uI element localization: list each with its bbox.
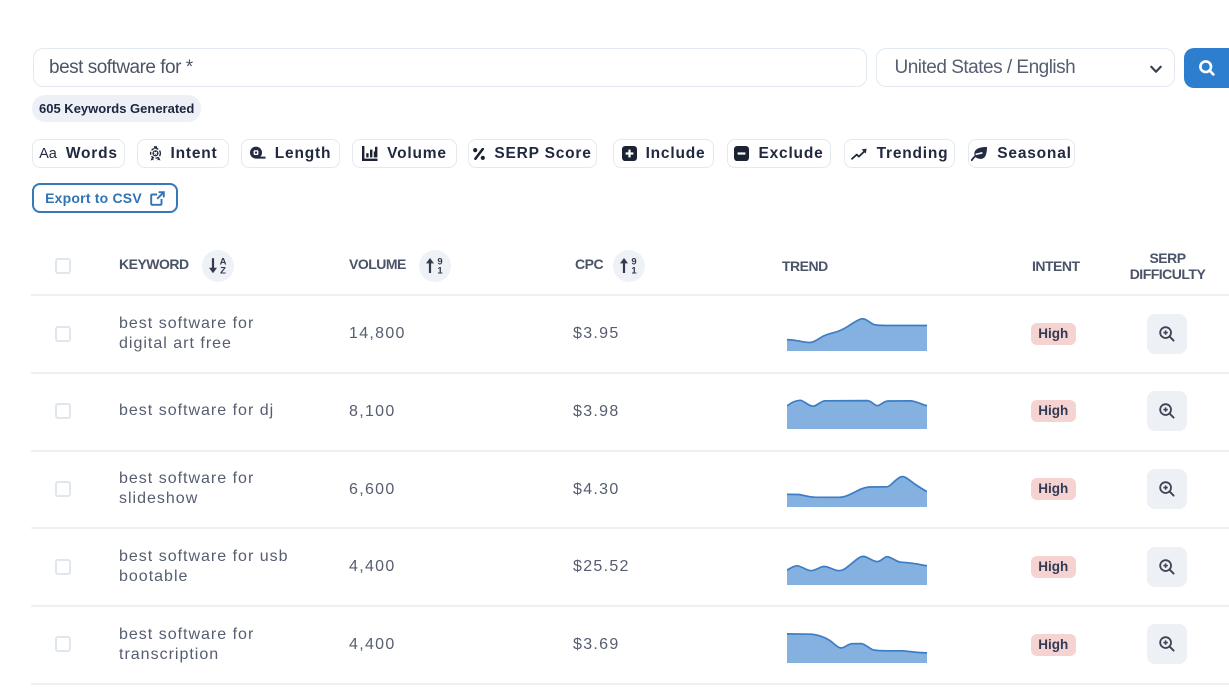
svg-text:Z: Z	[220, 265, 226, 274]
svg-text:9: 9	[437, 257, 442, 268]
svg-text:1: 1	[631, 265, 637, 274]
svg-text:1: 1	[437, 265, 443, 274]
svg-text:9: 9	[631, 257, 636, 268]
svg-text:A: A	[220, 257, 227, 268]
